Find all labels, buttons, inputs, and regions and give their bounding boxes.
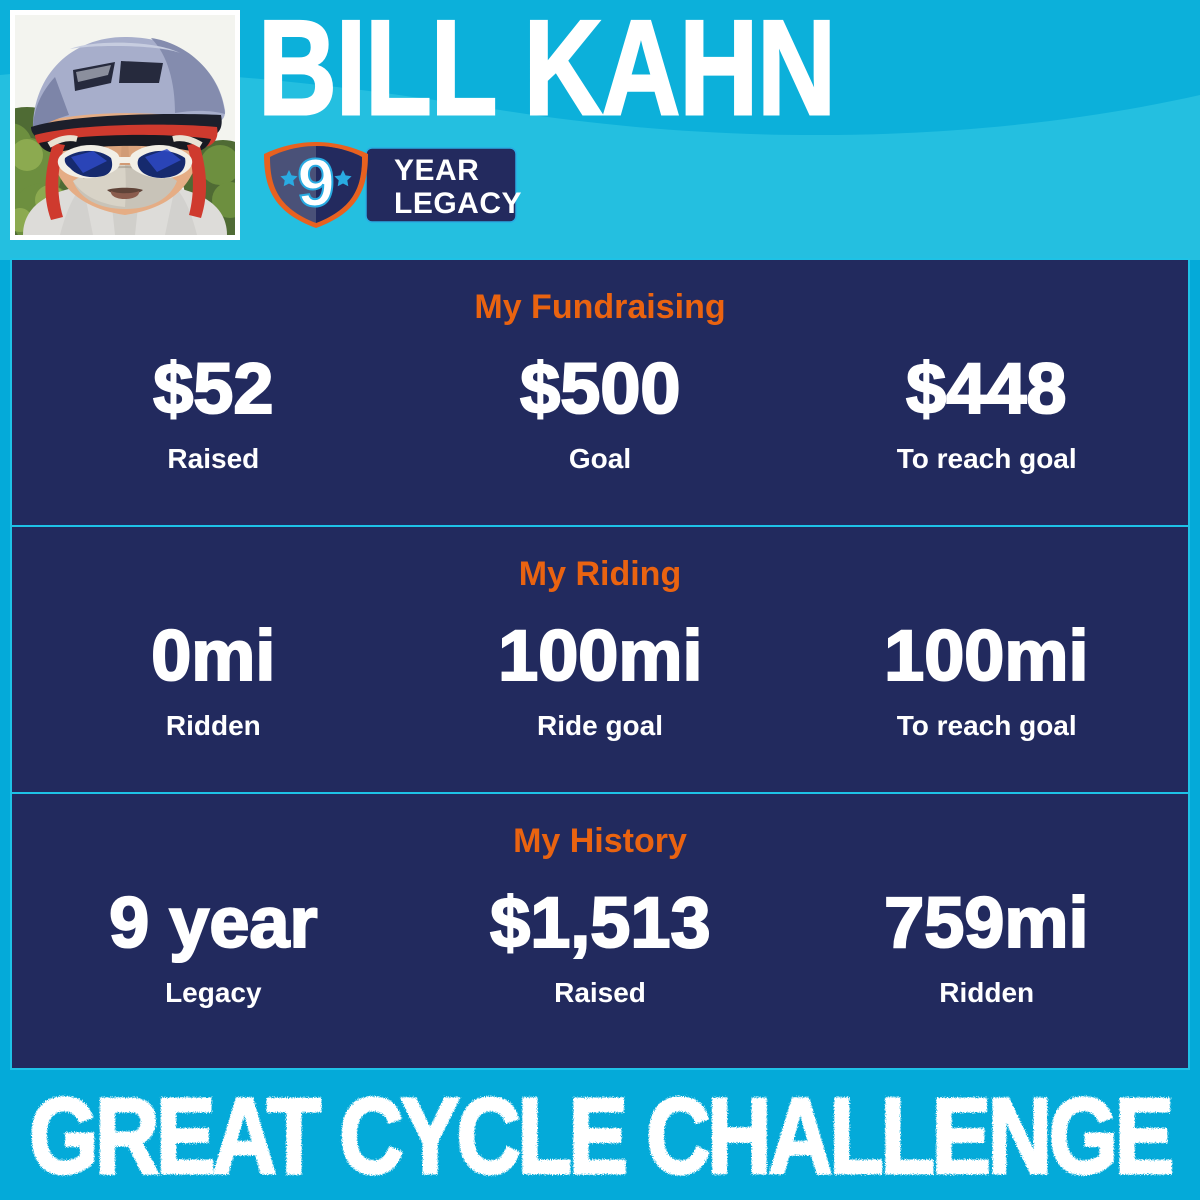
svg-text:9: 9 — [297, 145, 335, 221]
svg-text:LEGACY: LEGACY — [394, 187, 522, 220]
svg-text:YEAR: YEAR — [394, 154, 479, 187]
svg-text:GREAT CYCLE CHALLENGE: GREAT CYCLE CHALLENGE — [29, 1075, 1171, 1196]
